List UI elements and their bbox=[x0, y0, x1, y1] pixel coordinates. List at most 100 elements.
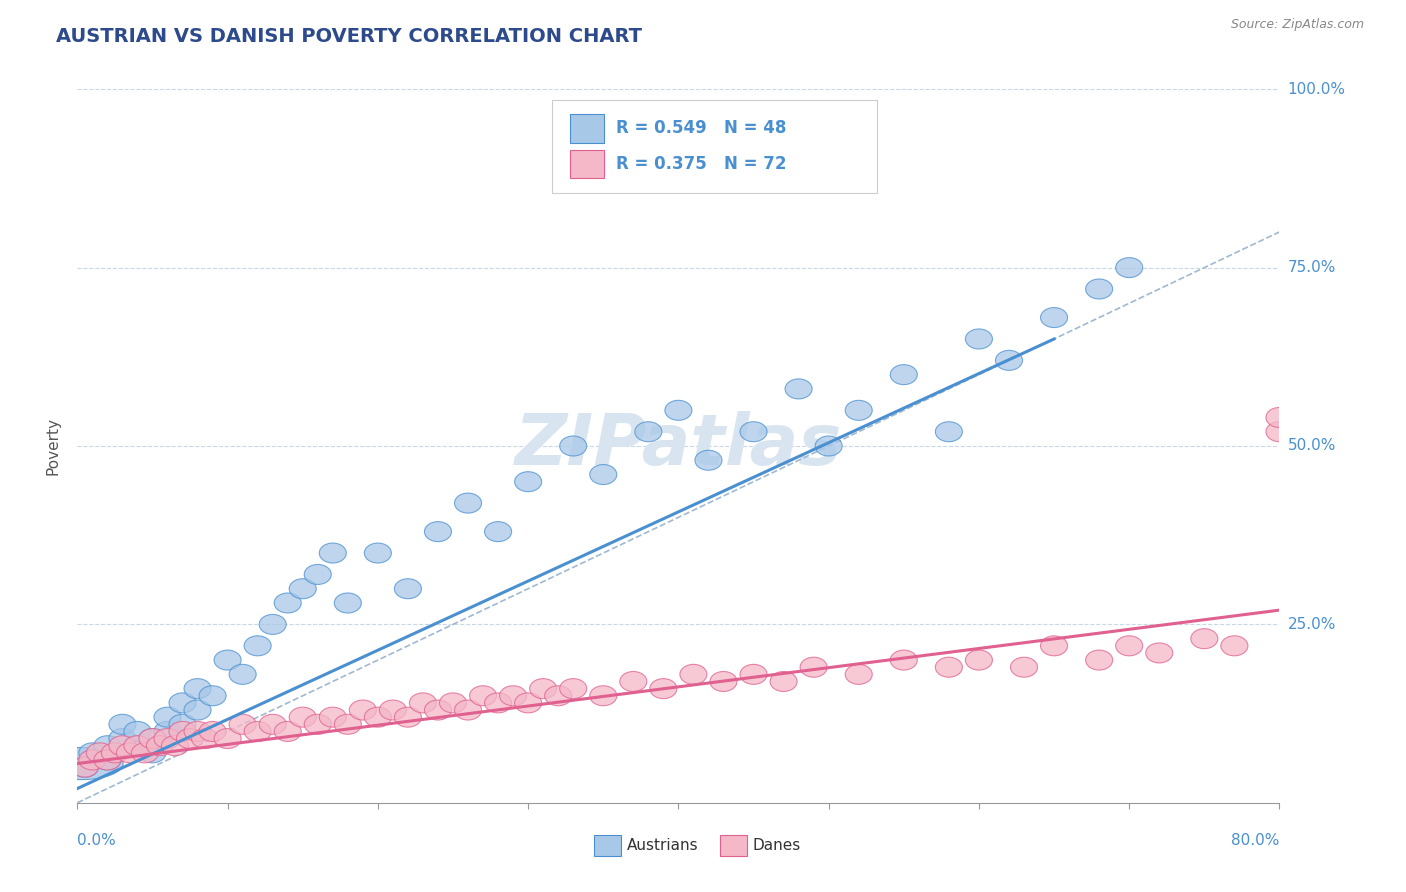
Text: AUSTRIAN VS DANISH POVERTY CORRELATION CHART: AUSTRIAN VS DANISH POVERTY CORRELATION C… bbox=[56, 27, 643, 45]
Ellipse shape bbox=[1011, 657, 1038, 677]
Ellipse shape bbox=[200, 686, 226, 706]
Text: 50.0%: 50.0% bbox=[1288, 439, 1336, 453]
Ellipse shape bbox=[1085, 279, 1112, 299]
Ellipse shape bbox=[117, 743, 143, 763]
Ellipse shape bbox=[139, 729, 166, 748]
Ellipse shape bbox=[108, 714, 136, 734]
Ellipse shape bbox=[845, 665, 872, 684]
Ellipse shape bbox=[800, 657, 827, 677]
Ellipse shape bbox=[966, 329, 993, 349]
Ellipse shape bbox=[177, 729, 204, 748]
Ellipse shape bbox=[1146, 643, 1173, 663]
Ellipse shape bbox=[162, 736, 188, 756]
Ellipse shape bbox=[146, 736, 173, 756]
Text: Austrians: Austrians bbox=[627, 838, 699, 853]
Ellipse shape bbox=[409, 693, 436, 713]
Ellipse shape bbox=[364, 707, 391, 727]
Ellipse shape bbox=[1265, 422, 1294, 442]
Ellipse shape bbox=[425, 522, 451, 541]
Ellipse shape bbox=[200, 722, 226, 741]
Text: Source: ZipAtlas.com: Source: ZipAtlas.com bbox=[1230, 18, 1364, 31]
Ellipse shape bbox=[79, 743, 105, 763]
Ellipse shape bbox=[1085, 650, 1112, 670]
Ellipse shape bbox=[665, 401, 692, 420]
Ellipse shape bbox=[890, 650, 917, 670]
Ellipse shape bbox=[364, 543, 391, 563]
Ellipse shape bbox=[785, 379, 813, 399]
Ellipse shape bbox=[515, 472, 541, 491]
Ellipse shape bbox=[155, 707, 181, 727]
Ellipse shape bbox=[636, 422, 662, 442]
Ellipse shape bbox=[740, 422, 768, 442]
Ellipse shape bbox=[335, 714, 361, 734]
Ellipse shape bbox=[499, 686, 527, 706]
Ellipse shape bbox=[815, 436, 842, 456]
Ellipse shape bbox=[440, 693, 467, 713]
Ellipse shape bbox=[94, 750, 121, 770]
Text: 25.0%: 25.0% bbox=[1288, 617, 1336, 632]
Ellipse shape bbox=[124, 736, 150, 756]
Ellipse shape bbox=[425, 700, 451, 720]
Ellipse shape bbox=[304, 565, 332, 584]
Ellipse shape bbox=[995, 351, 1022, 370]
Ellipse shape bbox=[560, 679, 586, 698]
Ellipse shape bbox=[214, 650, 240, 670]
FancyBboxPatch shape bbox=[720, 835, 747, 856]
Ellipse shape bbox=[290, 707, 316, 727]
Ellipse shape bbox=[259, 615, 287, 634]
Ellipse shape bbox=[589, 465, 617, 484]
Ellipse shape bbox=[1265, 408, 1294, 427]
Ellipse shape bbox=[560, 436, 586, 456]
Ellipse shape bbox=[935, 422, 962, 442]
Ellipse shape bbox=[139, 743, 166, 763]
Ellipse shape bbox=[966, 650, 993, 670]
Ellipse shape bbox=[94, 736, 121, 756]
Ellipse shape bbox=[1220, 636, 1249, 656]
Ellipse shape bbox=[1191, 629, 1218, 648]
Ellipse shape bbox=[395, 707, 422, 727]
Ellipse shape bbox=[101, 743, 128, 763]
Ellipse shape bbox=[124, 736, 150, 756]
Ellipse shape bbox=[290, 579, 316, 599]
Ellipse shape bbox=[1116, 258, 1143, 277]
Ellipse shape bbox=[304, 714, 332, 734]
Ellipse shape bbox=[72, 757, 98, 777]
Ellipse shape bbox=[470, 686, 496, 706]
Ellipse shape bbox=[155, 722, 181, 741]
Text: 0.0%: 0.0% bbox=[77, 833, 117, 848]
Ellipse shape bbox=[1040, 308, 1067, 327]
Text: 75.0%: 75.0% bbox=[1288, 260, 1336, 275]
Ellipse shape bbox=[229, 714, 256, 734]
Text: Danes: Danes bbox=[754, 838, 801, 853]
Ellipse shape bbox=[108, 736, 136, 756]
Ellipse shape bbox=[454, 700, 481, 720]
Ellipse shape bbox=[274, 593, 301, 613]
Text: 80.0%: 80.0% bbox=[1232, 833, 1279, 848]
Ellipse shape bbox=[139, 729, 166, 748]
Text: R = 0.375   N = 72: R = 0.375 N = 72 bbox=[616, 155, 786, 173]
Ellipse shape bbox=[890, 365, 917, 384]
Ellipse shape bbox=[41, 747, 124, 780]
Ellipse shape bbox=[259, 714, 287, 734]
Ellipse shape bbox=[245, 636, 271, 656]
Ellipse shape bbox=[485, 693, 512, 713]
Ellipse shape bbox=[184, 700, 211, 720]
FancyBboxPatch shape bbox=[595, 835, 620, 856]
Ellipse shape bbox=[335, 593, 361, 613]
Ellipse shape bbox=[770, 672, 797, 691]
Ellipse shape bbox=[1040, 636, 1067, 656]
Ellipse shape bbox=[319, 707, 346, 727]
Y-axis label: Poverty: Poverty bbox=[45, 417, 60, 475]
Ellipse shape bbox=[79, 750, 105, 770]
Ellipse shape bbox=[108, 729, 136, 748]
Ellipse shape bbox=[214, 729, 240, 748]
Ellipse shape bbox=[169, 714, 195, 734]
FancyBboxPatch shape bbox=[571, 114, 603, 143]
FancyBboxPatch shape bbox=[553, 100, 877, 193]
Ellipse shape bbox=[1116, 636, 1143, 656]
Ellipse shape bbox=[935, 657, 962, 677]
Ellipse shape bbox=[380, 700, 406, 720]
Ellipse shape bbox=[485, 522, 512, 541]
Ellipse shape bbox=[229, 665, 256, 684]
Ellipse shape bbox=[395, 579, 422, 599]
